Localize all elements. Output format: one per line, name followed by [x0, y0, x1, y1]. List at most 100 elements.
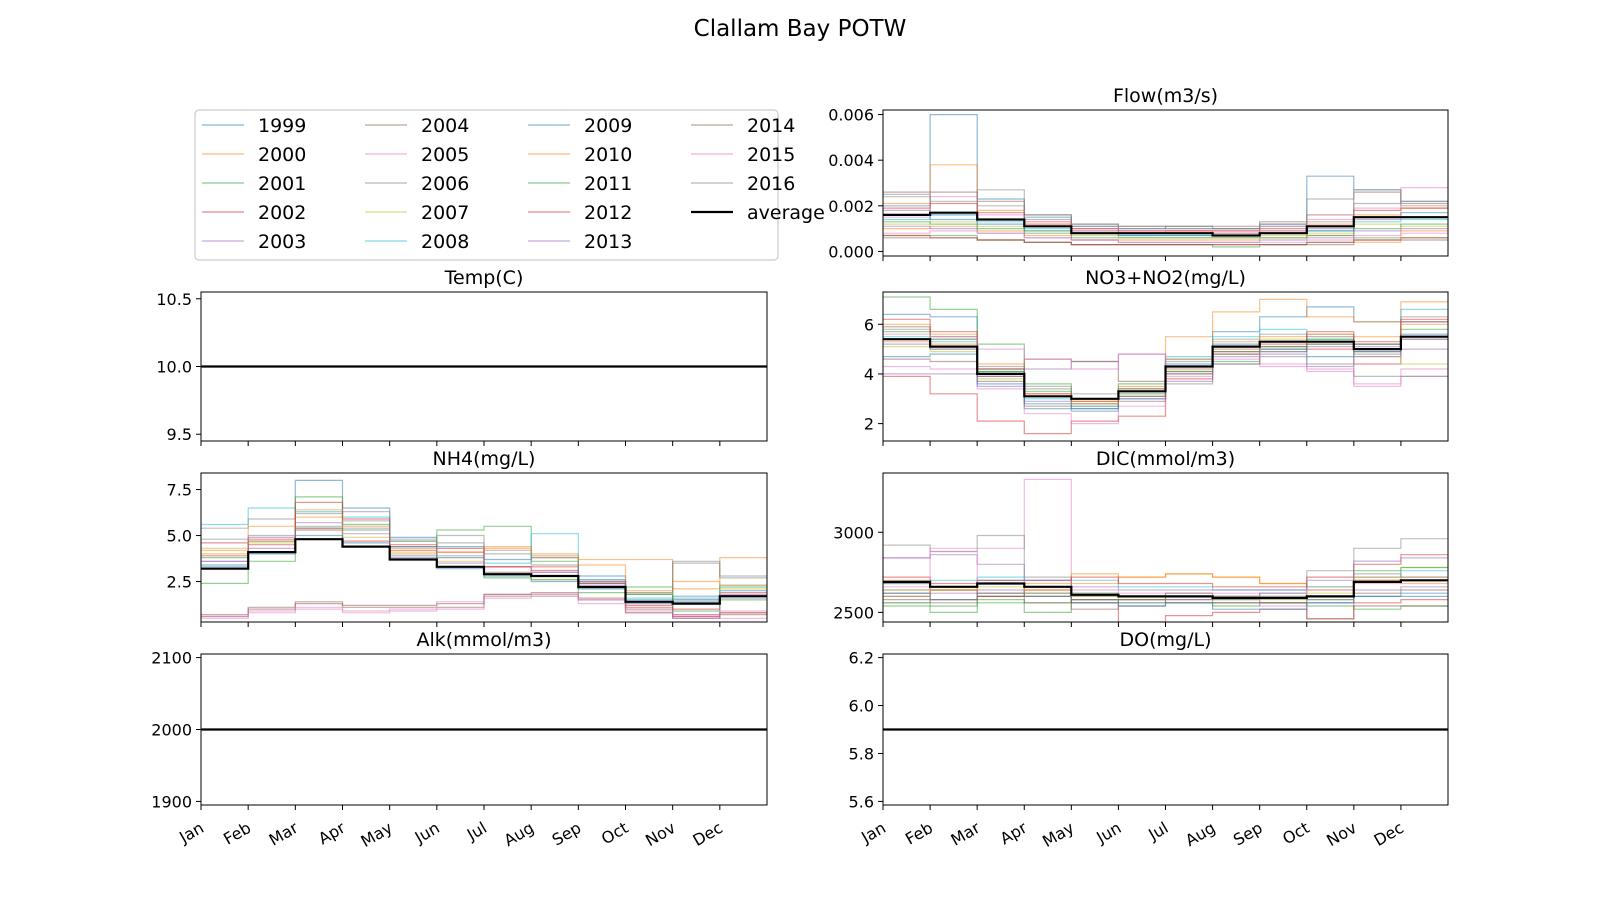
x-tick-label: Feb	[220, 818, 254, 849]
series-group	[883, 114, 1448, 248]
legend-label: 2010	[584, 144, 632, 166]
series-line	[883, 221, 1448, 239]
legend-items: 1999 2000 2001 2002 2003 2004 2005 2006 2007 2008…	[202, 115, 825, 253]
chart-title: DO(mg/L)	[1120, 629, 1212, 651]
series-line	[883, 554, 1448, 591]
legend-label: 2013	[584, 231, 632, 253]
y-tick-label: 2.5	[167, 573, 192, 592]
x-tick-label: May	[358, 818, 396, 851]
x-tick-label: Sep	[1230, 818, 1266, 850]
figure-title: Clallam Bay POTW	[694, 16, 907, 42]
series-line	[201, 593, 767, 618]
legend-label: 2009	[584, 115, 632, 137]
legend-label: 2005	[421, 144, 469, 166]
chart-panels: Flow(m3/s) 0.000 0.002 0.004 0.006 Temp(C) 9.5…	[151, 85, 1449, 851]
legend-label: 1999	[258, 115, 306, 137]
y-tick-label: 2	[864, 415, 874, 434]
y-tick-label: 2100	[151, 649, 192, 668]
chart-panel: DIC(mmol/m3) 2500 3000	[833, 448, 1449, 627]
legend-label: 2011	[584, 173, 632, 195]
series-line	[883, 196, 1448, 230]
series-line	[883, 189, 1448, 230]
legend-label: 2008	[421, 231, 469, 253]
x-tick-label: Dec	[690, 818, 726, 850]
series-group	[883, 296, 1448, 435]
chart-panel: DO(mg/L) 5.6 5.8 6.0 6.2 Jan Feb Mar Apr May Jun Ju…	[849, 629, 1449, 851]
chart-panel: Alk(mmol/m3) 1900 2000 2100 Jan Feb Mar Apr May J…	[151, 629, 768, 851]
x-tick-label: Oct	[1279, 818, 1312, 848]
average-line	[883, 211, 1448, 237]
x-tick-label: Nov	[1323, 818, 1360, 850]
legend-label: 2003	[258, 231, 306, 253]
x-tick-label: Jun	[411, 818, 443, 847]
chart-title: NH4(mg/L)	[433, 448, 536, 470]
average-line	[883, 335, 1448, 400]
legend-label: 2006	[421, 173, 469, 195]
y-tick-label: 9.5	[167, 425, 192, 444]
y-tick-label: 4	[864, 365, 874, 384]
average-line	[883, 579, 1448, 600]
chart-panel: NH4(mg/L) 2.5 5.0 7.5	[167, 448, 768, 627]
x-tick-label: Oct	[598, 818, 631, 848]
y-tick-label: 3000	[833, 523, 874, 542]
legend-label: 2002	[258, 202, 306, 224]
y-tick-label: 0.002	[828, 197, 874, 216]
y-tick-label: 5.0	[167, 527, 192, 546]
series-line	[883, 237, 1448, 246]
x-tick-label: Feb	[902, 818, 936, 849]
x-tick-label: May	[1039, 818, 1077, 851]
chart-title: Flow(m3/s)	[1113, 85, 1218, 107]
legend-label: 2004	[421, 115, 469, 137]
y-tick-label: 0.004	[828, 151, 874, 170]
y-tick-label: 10.0	[156, 358, 192, 377]
x-tick-label: Aug	[1182, 818, 1219, 850]
series-line	[883, 230, 1448, 243]
y-tick-label: 6	[864, 315, 874, 334]
x-tick-label: Mar	[948, 818, 984, 850]
y-tick-label: 5.8	[849, 744, 874, 763]
legend-label: 2001	[258, 173, 306, 195]
series-group	[201, 479, 767, 619]
x-tick-label: Sep	[549, 818, 585, 850]
average-line	[201, 538, 767, 605]
legend-label: 2016	[747, 173, 795, 195]
x-tick-label: Nov	[642, 818, 679, 850]
series-line	[883, 164, 1448, 234]
legend-label: 2015	[747, 144, 795, 166]
y-tick-label: 6.0	[849, 697, 874, 716]
y-tick-label: 0.006	[828, 106, 874, 125]
y-tick-label: 6.2	[849, 649, 874, 668]
x-tick-label: Apr	[315, 818, 349, 849]
y-tick-label: 10.5	[156, 290, 192, 309]
chart-panel: Temp(C) 9.5 10.0 10.5	[156, 267, 768, 446]
legend-label: 2012	[584, 202, 632, 224]
chart-title: DIC(mmol/m3)	[1096, 448, 1235, 470]
x-tick-label: Dec	[1371, 818, 1407, 850]
y-tick-label: 5.6	[849, 792, 874, 811]
legend-label: 2000	[258, 144, 306, 166]
legend-frame	[194, 109, 779, 261]
y-tick-label: 2000	[151, 721, 192, 740]
chart-title: NO3+NO2(mg/L)	[1085, 267, 1246, 289]
series-line	[201, 520, 767, 594]
x-tick-label: Jul	[463, 818, 490, 845]
chart-panel: Flow(m3/s) 0.000 0.002 0.004 0.006	[828, 85, 1449, 261]
chart-panel: NO3+NO2(mg/L) 2 4 6	[864, 267, 1449, 446]
legend-label: average	[747, 202, 825, 224]
x-tick-label: Jan	[175, 818, 207, 847]
x-tick-label: Aug	[501, 818, 538, 850]
x-tick-label: Apr	[997, 818, 1031, 849]
chart-title: Alk(mmol/m3)	[416, 629, 551, 651]
legend-label: 2014	[747, 115, 795, 137]
y-tick-label: 2500	[833, 603, 874, 622]
legend: 1999 2000 2001 2002 2003 2004 2005 2006 2007 2008…	[194, 109, 825, 261]
x-tick-label: Jun	[1092, 818, 1124, 847]
series-group	[883, 478, 1448, 622]
legend-label: 2007	[421, 202, 469, 224]
y-tick-label: 7.5	[167, 481, 192, 500]
x-tick-label: Jul	[1144, 818, 1171, 845]
y-tick-label: 1900	[151, 792, 192, 811]
x-tick-label: Jan	[857, 818, 889, 847]
chart-title: Temp(C)	[444, 267, 524, 289]
